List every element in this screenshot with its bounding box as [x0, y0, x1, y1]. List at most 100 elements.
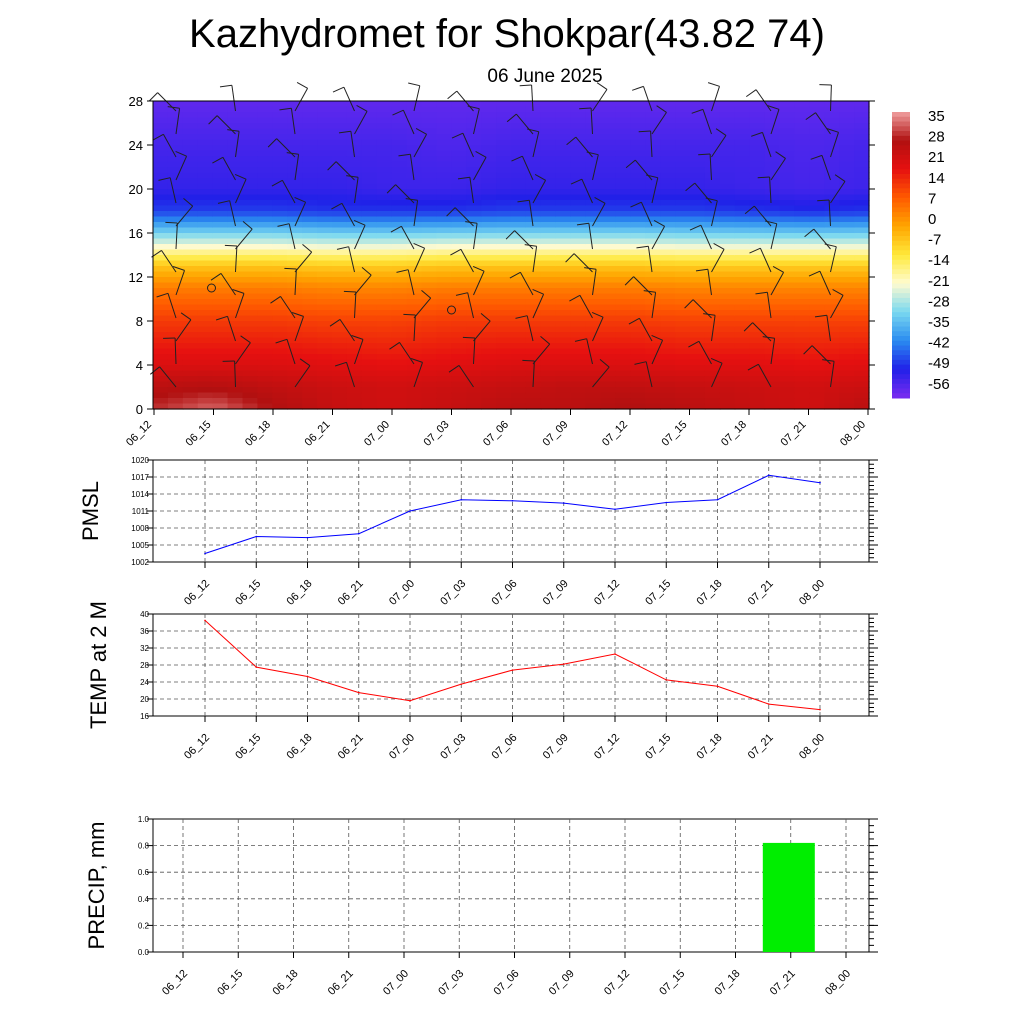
heatmap-cell	[466, 288, 482, 295]
heatmap-cell	[481, 370, 497, 377]
wind-barb	[220, 273, 236, 296]
heatmap-cell	[182, 150, 199, 157]
heatmap-cell	[809, 343, 825, 350]
heatmap-cell	[302, 233, 318, 240]
heatmap-cell	[719, 315, 736, 322]
heatmap-cell	[600, 348, 617, 355]
heatmap-cell	[794, 277, 810, 284]
colorbar-cell	[892, 140, 910, 146]
colorbar-label: 21	[928, 149, 945, 166]
heatmap-cell	[779, 359, 796, 366]
colorbar-cell	[892, 250, 910, 256]
heatmap-cell	[212, 172, 229, 179]
heatmap-cell	[690, 189, 706, 196]
colorbar-cell	[892, 293, 910, 299]
heatmap-cell	[391, 398, 408, 405]
heatmap-cell	[854, 288, 870, 295]
heatmap-cell	[182, 392, 199, 399]
wind-barb-flag	[242, 221, 253, 230]
heatmap-cell	[779, 343, 796, 350]
heatmap-cell	[704, 194, 721, 201]
wind-barb-flag	[703, 313, 716, 316]
heatmap-cell	[600, 233, 617, 240]
heatmap-cell	[257, 134, 273, 141]
heatmap-cell	[346, 255, 363, 262]
heatmap-cell	[481, 304, 497, 311]
heatmap-cell	[391, 277, 408, 284]
wind-barb	[354, 224, 366, 250]
heatmap-cell	[511, 222, 527, 229]
heatmap-cell	[779, 183, 796, 190]
heatmap-cell	[615, 211, 631, 218]
heatmap-cell	[436, 123, 452, 130]
x-tick-label: 07_21	[779, 419, 809, 449]
heatmap-cell	[660, 161, 676, 168]
wind-barb	[575, 136, 593, 158]
heatmap-cell	[764, 244, 781, 251]
heatmap-cell	[272, 260, 288, 267]
wind-barb	[400, 226, 415, 250]
heatmap-cell	[645, 370, 661, 377]
heatmap-cell	[302, 271, 318, 278]
heatmap-cell	[361, 277, 378, 284]
heatmap-cell	[317, 348, 333, 355]
x-tick-label: 07_21	[746, 578, 776, 608]
heatmap-cell	[704, 249, 721, 256]
heatmap-cell	[690, 128, 706, 135]
wind-barb	[235, 228, 253, 250]
heatmap-cell	[749, 145, 766, 152]
x-tick-label: 07_18	[719, 419, 749, 449]
heatmap-cell	[794, 161, 810, 168]
heatmap-cell	[675, 233, 691, 240]
heatmap-cell	[242, 134, 259, 141]
heatmap-cell	[257, 156, 273, 163]
heatmap-cell	[540, 156, 557, 163]
heatmap-cell	[645, 343, 661, 350]
heatmap-cell	[153, 205, 169, 212]
heatmap-cell	[764, 194, 781, 201]
heatmap-cell	[570, 205, 587, 212]
x-tick-label: 06_21	[336, 732, 366, 762]
heatmap-cell	[302, 359, 318, 366]
heatmap-cell	[197, 227, 214, 234]
heatmap-cell	[421, 211, 438, 218]
heatmap-cell	[272, 403, 288, 410]
heatmap-cell	[376, 233, 393, 240]
heatmap-cell	[287, 271, 303, 278]
heatmap-cell	[346, 128, 363, 135]
wind-barb	[235, 342, 251, 365]
x-tick-label: 07_03	[438, 732, 468, 762]
heatmap-cell	[824, 161, 840, 168]
wind-barb-flag	[386, 184, 396, 194]
heatmap-cell	[645, 337, 661, 344]
heatmap-cell	[854, 123, 870, 130]
heatmap-cell	[391, 310, 408, 317]
heatmap-cell	[257, 200, 273, 207]
heatmap-cell	[794, 249, 810, 256]
heatmap-cell	[182, 266, 199, 273]
heatmap-cell	[436, 194, 452, 201]
heatmap-cell	[272, 348, 288, 355]
heatmap-cell	[511, 381, 527, 388]
heatmap-cell	[361, 398, 378, 405]
heatmap-cell	[570, 189, 587, 196]
heatmap-cell	[525, 123, 542, 130]
heatmap-cell	[153, 354, 169, 361]
heatmap-cell	[481, 260, 497, 267]
heatmap-cell	[451, 299, 467, 306]
heatmap-cell	[197, 112, 214, 119]
heatmap-cell	[317, 277, 333, 284]
heatmap-cell	[585, 255, 602, 262]
heatmap-cell	[555, 321, 572, 328]
heatmap-cell	[242, 255, 259, 262]
heatmap-cell	[212, 205, 229, 212]
heatmap-cell	[481, 167, 497, 174]
wind-barb	[288, 223, 296, 250]
heatmap-cell	[257, 359, 273, 366]
heatmap-cell	[511, 205, 527, 212]
heatmap-cell	[436, 117, 452, 124]
heatmap-cell	[675, 293, 691, 300]
heatmap-cell	[675, 156, 691, 163]
heatmap-cell	[436, 167, 452, 174]
heatmap-cell	[525, 403, 542, 410]
